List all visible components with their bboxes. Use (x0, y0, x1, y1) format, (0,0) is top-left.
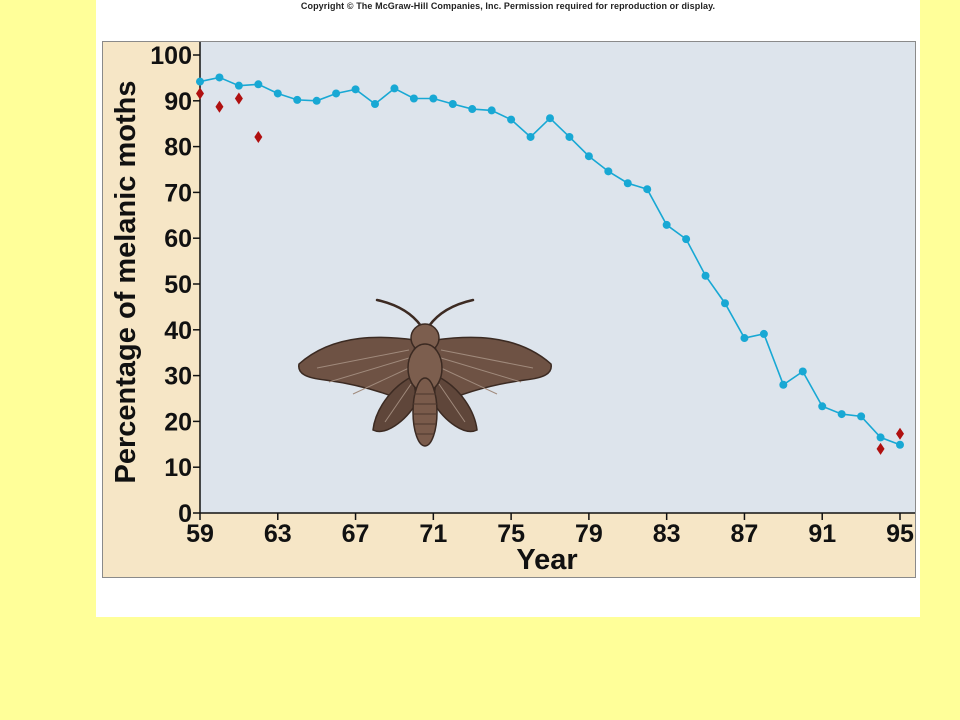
data-point-circle (254, 80, 263, 89)
y-tick-label: 40 (164, 317, 192, 345)
data-point-circle (857, 412, 866, 421)
data-point-circle (584, 152, 593, 161)
data-point-circle (701, 271, 710, 280)
x-tick-label: 63 (264, 520, 292, 548)
y-tick-label: 0 (178, 500, 192, 528)
data-point-circle (507, 115, 516, 124)
data-point-circle (565, 132, 574, 141)
data-point-diamond (876, 442, 885, 455)
data-point-circle (779, 380, 788, 389)
data-point-diamond (896, 427, 904, 440)
data-point-circle (468, 105, 477, 114)
y-tick-label: 10 (164, 454, 192, 482)
melanic-moth-chart: 0 10 20 30 40 50 60 70 80 90 100 59 63 67 71 75 79 83 87 91… (110, 42, 915, 576)
data-point-circle (818, 402, 827, 411)
data-point-circle (429, 94, 438, 103)
x-axis-title: Year (516, 544, 577, 576)
data-point-circle (721, 299, 729, 308)
data-point-diamond (196, 87, 204, 100)
plot-area (200, 42, 915, 513)
data-point-circle (448, 100, 457, 109)
data-point-diamond (234, 92, 243, 105)
data-point-circle (409, 94, 418, 103)
data-point-circle (293, 95, 302, 104)
x-tick-label: 71 (419, 520, 447, 548)
x-tick-label: 91 (808, 520, 836, 548)
data-point-circle (351, 85, 360, 94)
data-point-circle (798, 367, 807, 376)
x-tick-label: 95 (886, 520, 914, 548)
data-point-circle (643, 185, 652, 194)
data-point-circle (740, 334, 749, 343)
tick-labels: 0 10 20 30 40 50 60 70 80 90 100 59 63 67 71 75 79 83 87 91… (150, 42, 914, 548)
copyright-notice: Copyright © The McGraw-Hill Companies, I… (300, 1, 716, 11)
y-tick-label: 60 (164, 225, 192, 253)
axes (199, 42, 915, 514)
data-point-circle (312, 96, 321, 105)
data-point-circle (896, 440, 904, 449)
melanic-moth-icon (298, 298, 552, 447)
data-point-circle (332, 89, 341, 98)
data-point-circle (759, 329, 768, 338)
data-point-circle (546, 114, 554, 123)
data-point-circle (371, 100, 379, 109)
slide-card: Copyright © The McGraw-Hill Companies, I… (96, 0, 920, 617)
data-point-circle (487, 106, 496, 115)
data-point-circle (196, 77, 204, 86)
data-point-circle (234, 81, 243, 90)
y-tick-label: 50 (164, 271, 192, 299)
y-tick-label: 70 (164, 179, 192, 207)
x-tick-label: 83 (653, 520, 681, 548)
y-tick-label: 80 (164, 134, 192, 162)
x-tick-label: 87 (731, 520, 759, 548)
y-tick-label: 100 (150, 42, 192, 70)
y-axis-title: Percentage of melanic moths (110, 81, 142, 484)
x-tick-label: 75 (497, 520, 525, 548)
data-point-circle (682, 235, 691, 244)
y-tick-label: 90 (164, 88, 192, 116)
data-point-circle (662, 220, 671, 229)
data-point-circle (623, 179, 632, 188)
data-point-circle (273, 89, 282, 98)
data-point-circle (837, 410, 846, 419)
data-point-diamond (215, 100, 224, 113)
data-point-circle (526, 132, 535, 141)
series-layer (196, 73, 904, 455)
data-point-circle (215, 73, 224, 82)
x-tick-label: 59 (186, 520, 214, 548)
x-tick-label: 79 (575, 520, 603, 548)
data-point-circle (876, 433, 885, 442)
data-point-circle (390, 84, 399, 93)
y-tick-label: 20 (164, 408, 192, 436)
y-tick-label: 30 (164, 363, 192, 391)
chart-panel: 0 10 20 30 40 50 60 70 80 90 100 59 63 67 71 75 79 83 87 91… (102, 41, 916, 578)
x-tick-label: 67 (342, 520, 370, 548)
data-point-circle (604, 167, 613, 176)
